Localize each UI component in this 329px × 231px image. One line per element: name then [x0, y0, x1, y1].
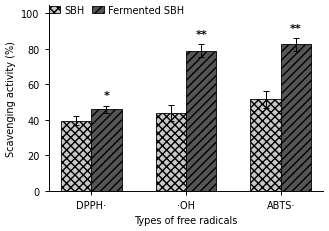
Text: **: ** [290, 24, 302, 34]
Bar [61, 121, 91, 191]
Text: *: * [104, 91, 109, 101]
Y-axis label: Scavenging activity (%): Scavenging activity (%) [6, 41, 15, 156]
Bar [156, 113, 186, 191]
Bar [281, 45, 311, 191]
Legend: SBH, Fermented SBH: SBH, Fermented SBH [48, 6, 184, 15]
Bar [91, 110, 122, 191]
Bar [186, 52, 216, 191]
Text: **: ** [195, 30, 207, 40]
Bar [250, 100, 281, 191]
X-axis label: Types of free radicals: Types of free radicals [134, 216, 238, 225]
